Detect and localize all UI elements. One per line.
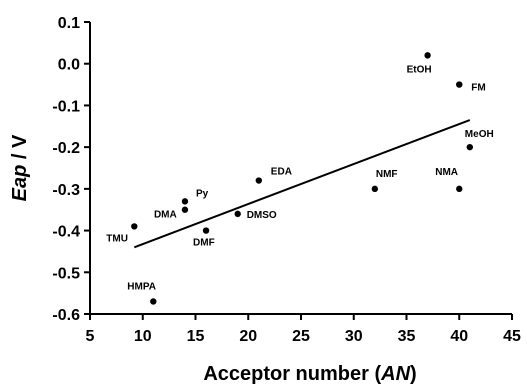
x-tick-label: 35: [398, 328, 416, 345]
data-point-label: NMF: [376, 169, 398, 180]
data-point: [456, 185, 463, 193]
data-point: [255, 177, 262, 184]
y-axis-title-symbol: Eap: [9, 165, 31, 202]
data-point: [424, 52, 431, 59]
y-tick-label: -0.1: [52, 98, 80, 115]
data-point: [466, 143, 473, 151]
y-tick-label: -0.2: [52, 140, 80, 157]
x-tick-label: 40: [450, 328, 468, 345]
data-point-label: FM: [471, 83, 485, 94]
data-point-label: DMF: [193, 238, 215, 249]
data-point: [371, 185, 379, 193]
y-tick-label: -0.3: [52, 182, 80, 199]
x-tick-label: 20: [239, 328, 257, 345]
data-point: [202, 227, 210, 234]
y-axis-title-part: / V: [9, 134, 31, 165]
data-point: [181, 198, 189, 205]
data-point-label: TMU: [106, 233, 128, 244]
x-tick-label: 10: [134, 328, 152, 345]
data-point: [234, 210, 241, 218]
data-point-label: EDA: [271, 167, 292, 178]
data-point-label: DMA: [154, 210, 177, 221]
data-point-label: HMPA: [127, 281, 156, 292]
x-axis-title-part: ): [410, 363, 417, 385]
y-tick-label: -0.4: [52, 224, 80, 241]
regression-line: [133, 119, 471, 249]
data-point: [150, 298, 157, 305]
x-tick-label: 15: [187, 328, 205, 345]
data-point-label: EtOH: [407, 64, 432, 75]
data-point-label: NMA: [435, 167, 458, 178]
x-axis-title-symbol: AN: [380, 363, 410, 385]
data-point-label: MeOH: [465, 129, 494, 140]
x-axis-ticks: 5 10 15 20 25 30 35 40 45: [86, 314, 521, 345]
x-tick-label: 30: [345, 328, 363, 345]
y-tick-label: 0.0: [58, 57, 80, 74]
y-axis-title: Eap / V: [9, 134, 31, 201]
y-tick-label: 0.1: [58, 15, 80, 32]
data-point: [456, 81, 463, 88]
x-tick-label: 5: [86, 328, 95, 345]
data-point: [131, 223, 138, 230]
x-tick-label: 45: [503, 328, 521, 345]
y-tick-label: -0.6: [52, 307, 80, 324]
x-tick-label: 25: [292, 328, 310, 345]
y-tick-label: -0.5: [52, 265, 80, 282]
data-point: [181, 206, 189, 213]
data-point-label: DMSO: [247, 210, 277, 221]
x-axis-title-part: Acceptor number (: [203, 363, 381, 385]
data-point-label: Py: [196, 188, 209, 199]
data-points: TMU HMPA DMA Py DMF DMSO EDA NMF EtOH FM NMA MeOH: [106, 52, 494, 305]
y-axis-ticks: 0.1 0.0 -0.1 -0.2 -0.3 -0.4 -0.5 -0.6: [52, 15, 90, 324]
x-axis-title: Acceptor number (AN): [203, 363, 416, 385]
